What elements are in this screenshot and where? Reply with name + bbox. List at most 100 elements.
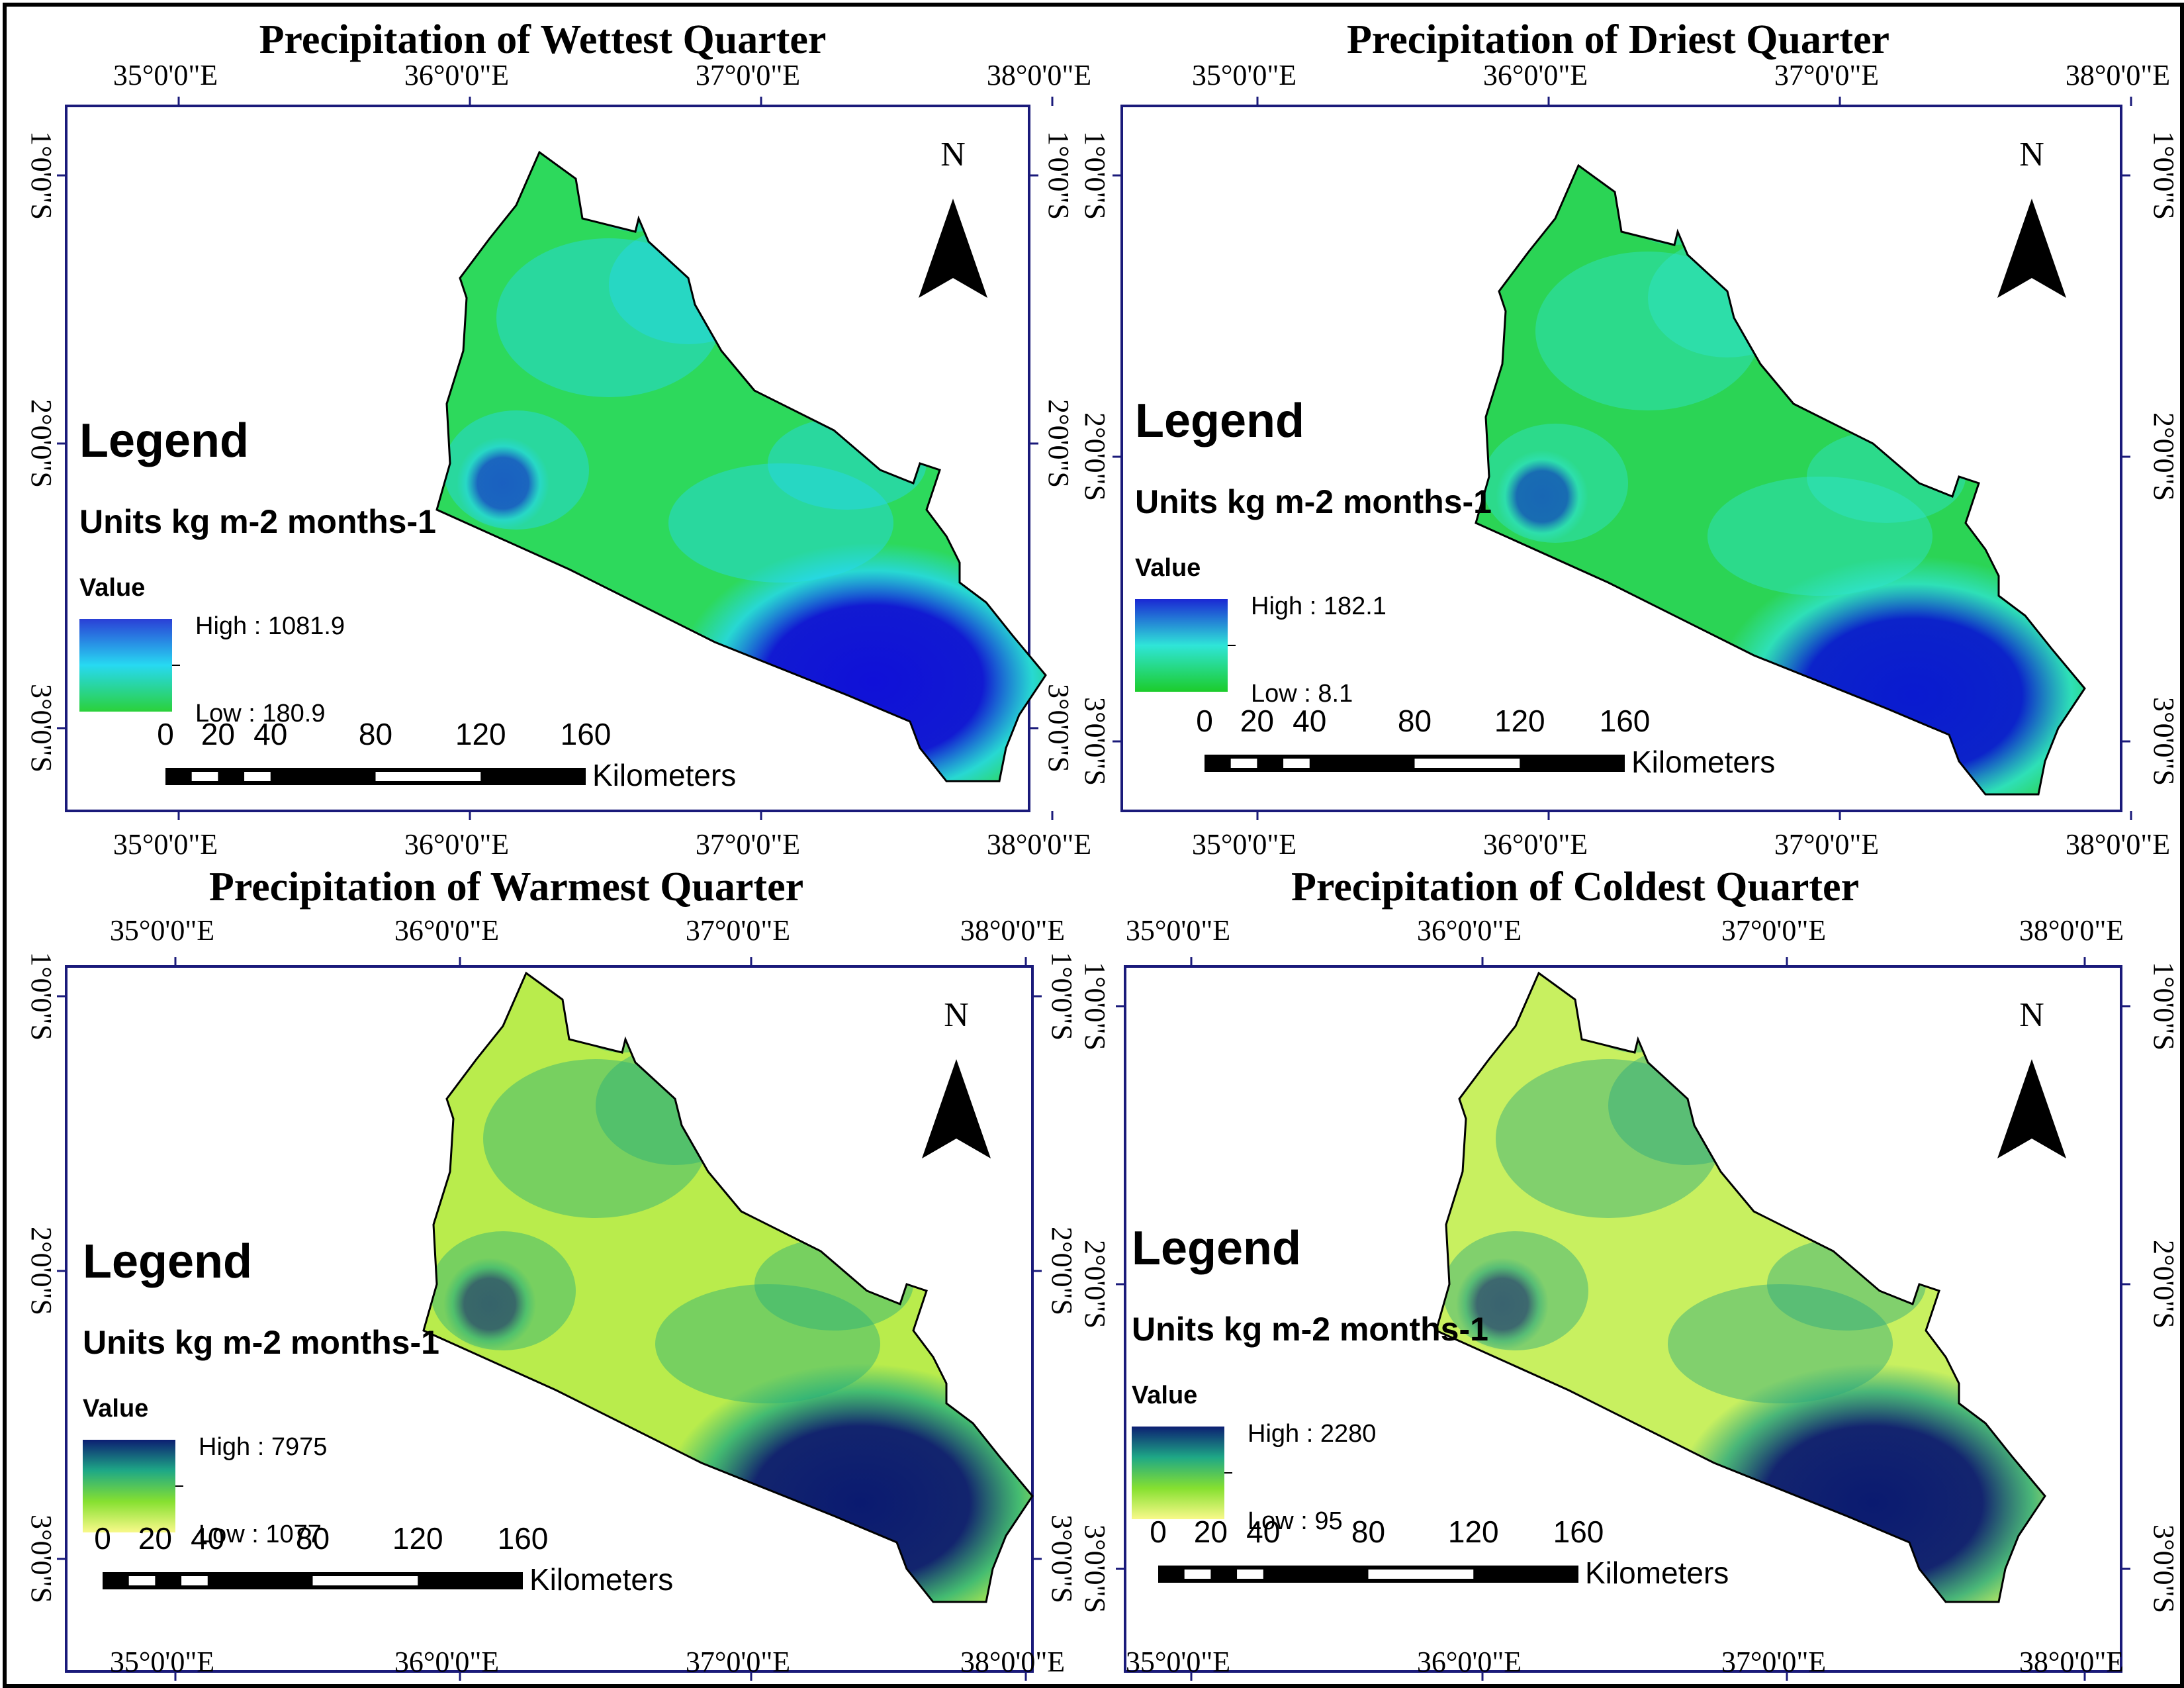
scale-number: 80 xyxy=(296,1521,330,1556)
legend-low-label: Low : 180.9 xyxy=(195,700,325,727)
legend-heading: Legend xyxy=(1135,395,1304,447)
region-outline xyxy=(1475,164,2086,796)
raster-blob xyxy=(1648,238,1807,357)
legend-color-ramp xyxy=(1135,599,1228,692)
raster-high-zone xyxy=(1456,1258,1549,1350)
latitude-label-left: 1°0'0"S xyxy=(1079,962,1111,1051)
raster-surface xyxy=(1436,973,2045,1602)
raster-blob xyxy=(496,238,721,397)
latitude-label-right: 2°0'0"S xyxy=(1042,399,1075,488)
scale-number: 20 xyxy=(138,1521,172,1556)
panel-title: Precipitation of Warmest Quarter xyxy=(209,865,803,910)
scale-bar-segment xyxy=(375,772,481,781)
legend-high-label: High : 7975 xyxy=(199,1433,327,1461)
scale-bar-segment xyxy=(1184,1570,1211,1579)
latitude-label-right: 3°0'0"S xyxy=(1046,1515,1078,1603)
scale-number: 40 xyxy=(1246,1515,1280,1549)
raster-high-zone xyxy=(1674,1364,2045,1602)
legend-high-label: High : 2280 xyxy=(1248,1420,1376,1448)
latitude-label-right: 1°0'0"S xyxy=(2148,962,2180,1051)
longitude-label-top: 36°0'0"E xyxy=(1417,914,1522,947)
raster-blob xyxy=(483,1059,708,1218)
scale-number: 160 xyxy=(498,1521,549,1556)
scale-unit-label: Kilometers xyxy=(529,1562,673,1597)
scale-number: 0 xyxy=(94,1521,111,1556)
longitude-label-top: 35°0'0"E xyxy=(1126,914,1230,947)
latitude-label-left: 2°0'0"S xyxy=(1079,1240,1111,1329)
north-arrow-icon xyxy=(922,1059,991,1158)
latitude-label-left: 1°0'0"S xyxy=(25,131,58,220)
scale-number: 120 xyxy=(1448,1515,1499,1549)
map-frame xyxy=(1124,965,2122,1673)
latitude-label-left: 1°0'0"S xyxy=(1079,131,1111,220)
scale-number: 160 xyxy=(561,717,612,751)
raster-high-zone xyxy=(457,437,549,530)
longitude-label-bottom: 36°0'0"E xyxy=(1417,1646,1522,1678)
longitude-label-bottom: 35°0'0"E xyxy=(1192,828,1297,861)
region-outline xyxy=(422,971,1034,1603)
scale-number: 0 xyxy=(157,717,174,751)
scale-bar-segment xyxy=(128,1576,156,1585)
latitude-label-right: 3°0'0"S xyxy=(2148,1524,2180,1613)
scale-number: 80 xyxy=(359,717,392,751)
scale-bar-segment xyxy=(1283,759,1310,768)
latitude-label-right: 1°0'0"S xyxy=(1046,952,1078,1041)
longitude-label-bottom: 38°0'0"E xyxy=(2066,828,2170,861)
latitude-label-right: 2°0'0"S xyxy=(2148,412,2180,501)
scale-unit-label: Kilometers xyxy=(592,758,736,792)
scale-bar-segment xyxy=(244,772,271,781)
scale-number: 160 xyxy=(1553,1515,1604,1549)
scale-bar-segment xyxy=(1414,759,1520,768)
legend-low-label: Low : 8.1 xyxy=(1251,680,1353,708)
scale-number: 160 xyxy=(1600,704,1651,738)
scale-number: 120 xyxy=(1494,704,1545,738)
longitude-label-bottom: 36°0'0"E xyxy=(404,828,509,861)
latitude-label-right: 3°0'0"S xyxy=(1042,684,1075,773)
longitude-label-top: 38°0'0"E xyxy=(2066,59,2170,91)
longitude-label-bottom: 37°0'0"E xyxy=(686,1646,790,1678)
longitude-label-top: 36°0'0"E xyxy=(1483,59,1588,91)
legend-low-label: Low : 1077 xyxy=(199,1521,322,1548)
longitude-label-bottom: 35°0'0"E xyxy=(1126,1646,1230,1678)
longitude-label-top: 37°0'0"E xyxy=(1774,59,1879,91)
raster-blob xyxy=(768,417,927,510)
longitude-label-top: 35°0'0"E xyxy=(1192,59,1297,91)
raster-blob xyxy=(1767,1238,1926,1331)
north-label: N xyxy=(944,996,969,1034)
raster-blob xyxy=(609,225,768,344)
map-panel-2: Precipitation of Driest Quarter 35°0'0"E 3… xyxy=(1079,17,2180,861)
region-outline xyxy=(1435,971,2046,1603)
longitude-label-top: 35°0'0"E xyxy=(113,59,218,91)
raster-blob xyxy=(1535,252,1760,410)
scale-number: 20 xyxy=(1194,1515,1228,1549)
north-arrow-icon xyxy=(1997,199,2066,298)
longitude-label-top: 37°0'0"E xyxy=(1721,914,1826,947)
legend-high-label: High : 1081.9 xyxy=(195,612,345,640)
raster-blob xyxy=(1807,430,1966,523)
longitude-label-bottom: 38°0'0"E xyxy=(960,1646,1065,1678)
longitude-label-bottom: 36°0'0"E xyxy=(394,1646,499,1678)
map-panel-4: Precipitation of Coldest Quarter 35°0'0"E… xyxy=(1079,865,2180,1681)
north-arrow-icon xyxy=(1997,1059,2066,1158)
longitude-label-top: 38°0'0"E xyxy=(960,914,1065,947)
scale-number: 0 xyxy=(1150,1515,1167,1549)
latitude-label-right: 2°0'0"S xyxy=(2148,1240,2180,1329)
raster-surface xyxy=(437,152,1046,781)
longitude-label-top: 35°0'0"E xyxy=(110,914,214,947)
longitude-label-bottom: 38°0'0"E xyxy=(2019,1646,2124,1678)
scale-bar-segment xyxy=(191,772,218,781)
map-panel-3: Precipitation of Warmest Quarter 35°0'0"E… xyxy=(25,865,1078,1681)
latitude-label-left: 3°0'0"S xyxy=(1079,1524,1111,1613)
scale-bar-segment xyxy=(312,1576,418,1585)
scale-number: 20 xyxy=(1240,704,1274,738)
legend-heading: Legend xyxy=(79,414,249,467)
panel-title: Precipitation of Wettest Quarter xyxy=(259,17,827,62)
outer-frame xyxy=(3,3,2184,1688)
panel-title: Precipitation of Driest Quarter xyxy=(1347,17,1889,62)
longitude-label-top: 38°0'0"E xyxy=(2019,914,2124,947)
raster-high-zone xyxy=(1496,450,1588,543)
longitude-label-bottom: 38°0'0"E xyxy=(987,828,1091,861)
legend-color-ramp xyxy=(79,619,172,712)
panel-title: Precipitation of Coldest Quarter xyxy=(1291,865,1859,910)
map-frame xyxy=(65,105,1030,812)
